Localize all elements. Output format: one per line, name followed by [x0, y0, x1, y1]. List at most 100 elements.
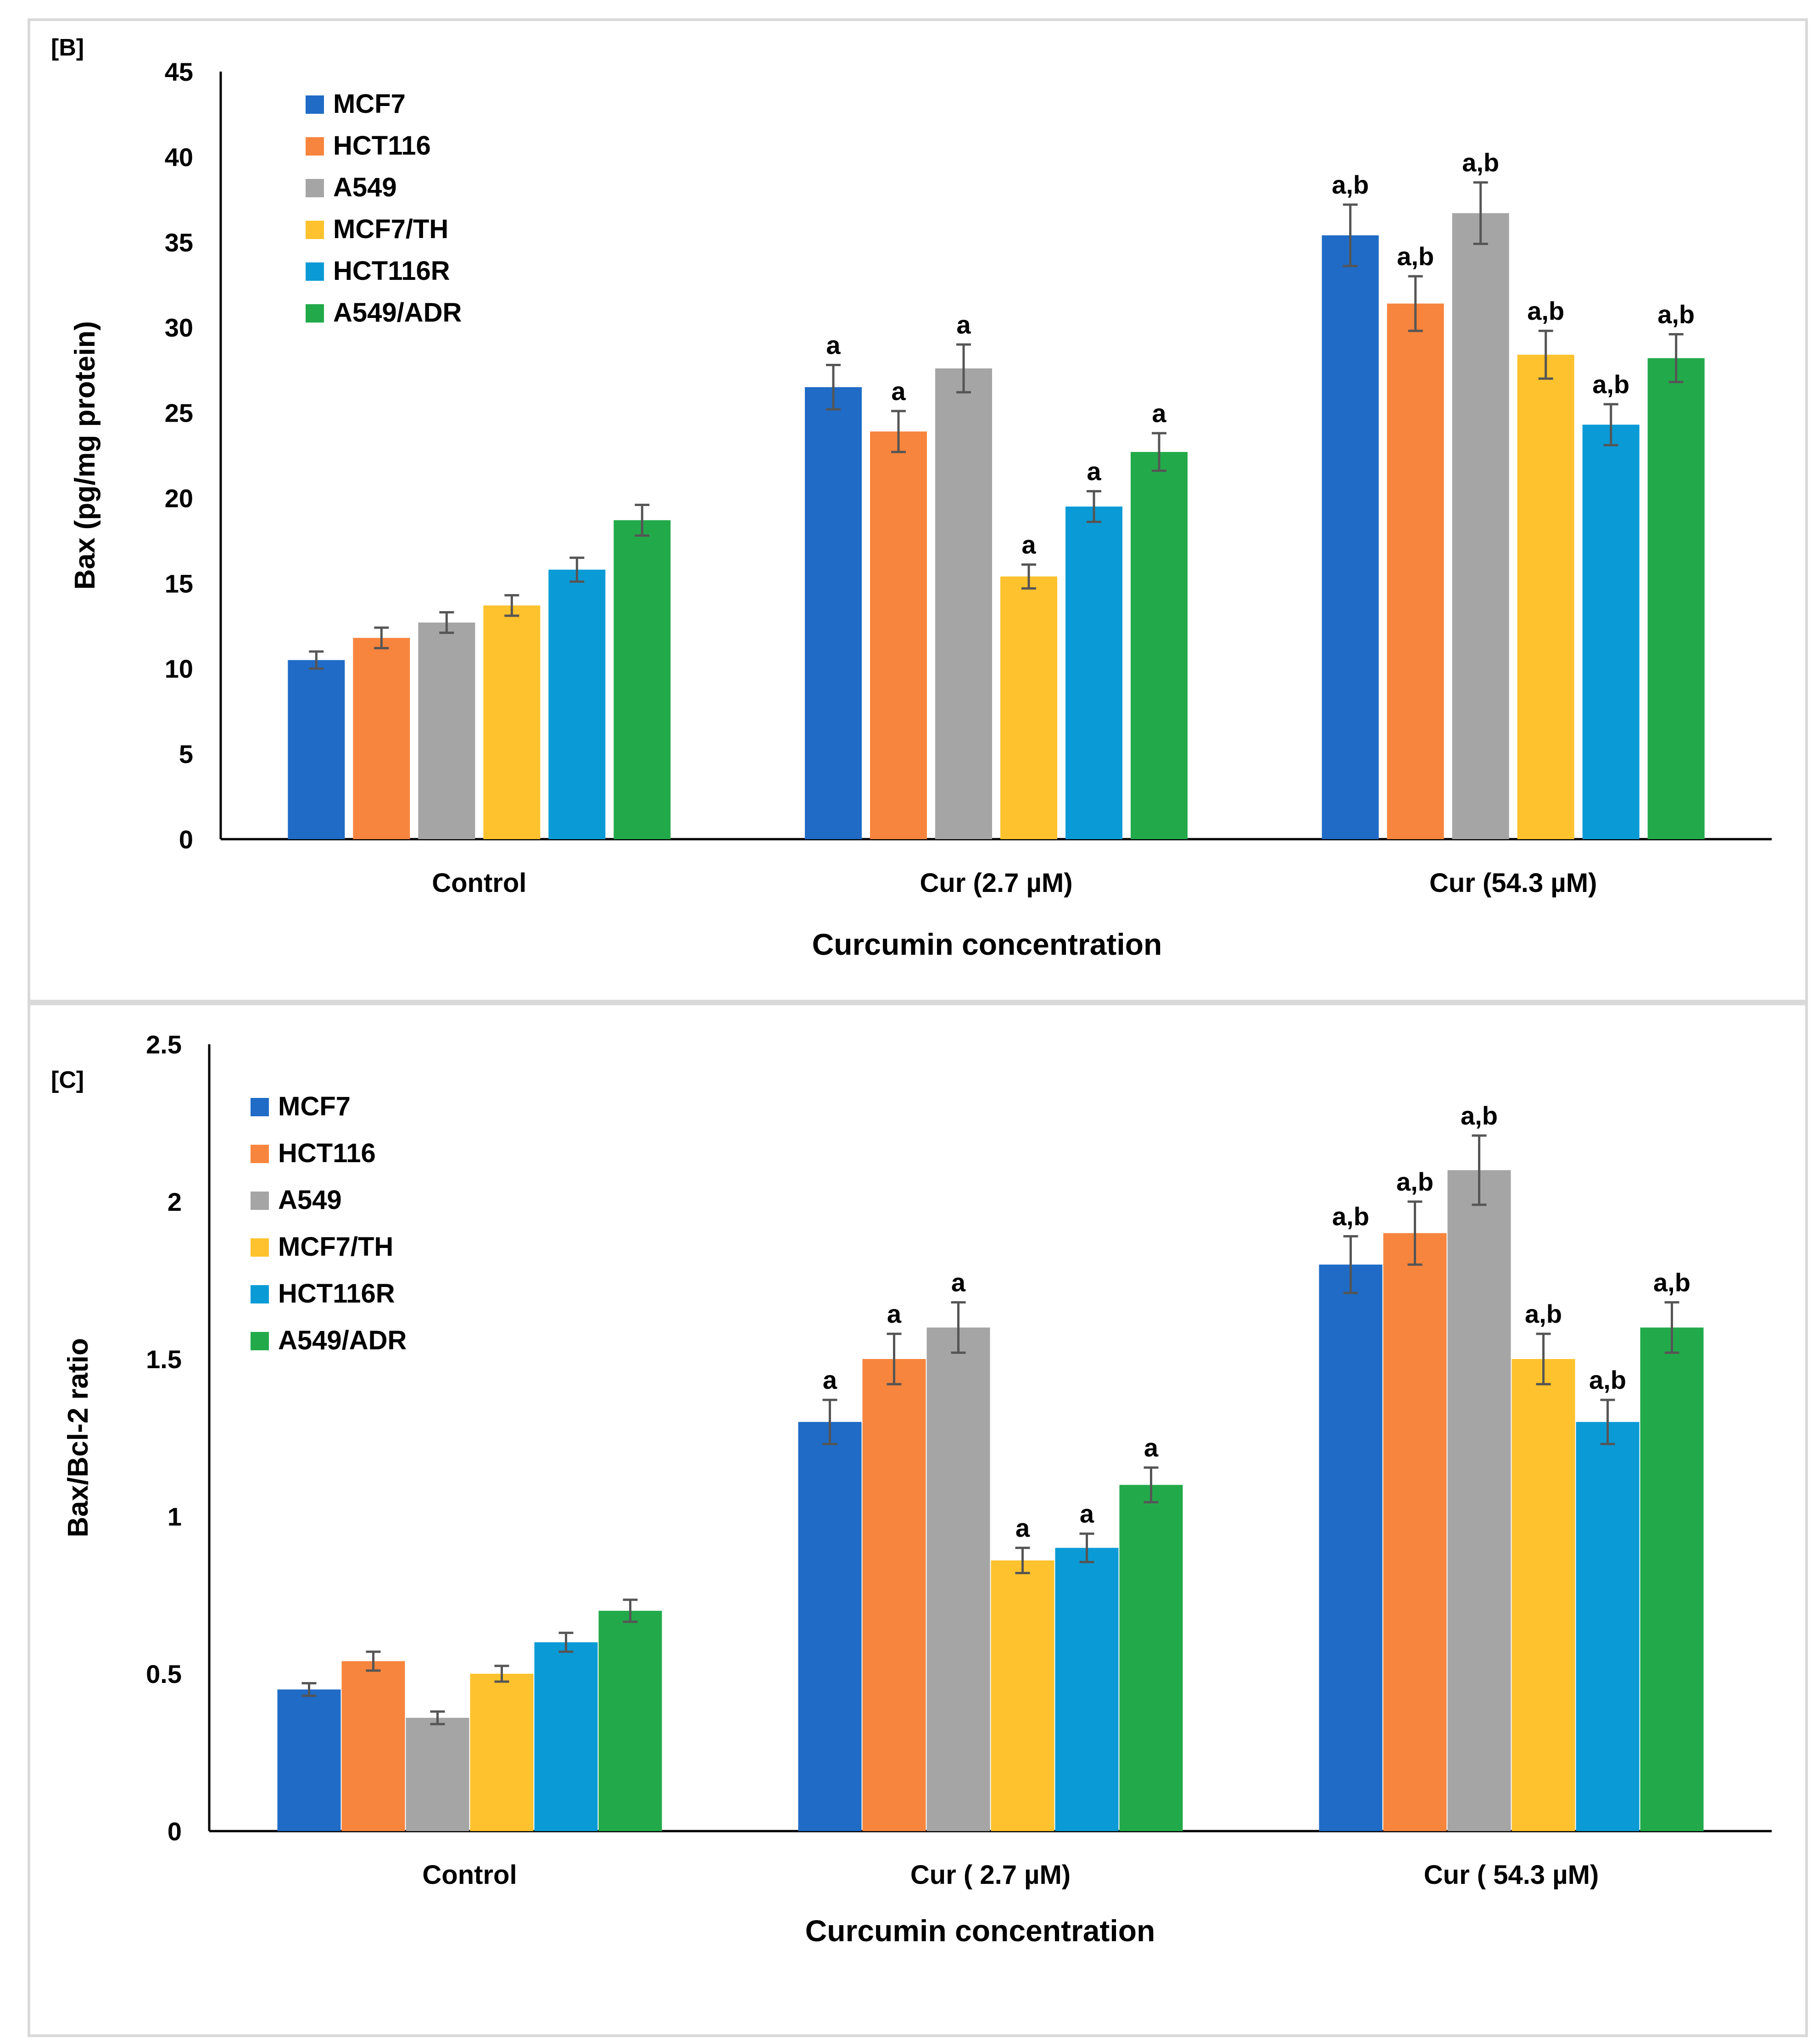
chart-b-legend-swatch	[306, 304, 324, 323]
chart-b-legend-swatch	[306, 95, 324, 114]
chart-c-significance-label: a,b	[1653, 1268, 1690, 1297]
chart-b-bar	[1000, 576, 1057, 839]
chart-b-bar	[614, 520, 671, 839]
chart-c-bar	[1447, 1170, 1511, 1831]
chart-c-significance-label: a,b	[1461, 1101, 1498, 1130]
chart-b-svg: [B] 0 5 10 15 20 25 30 35 40 45 Bax (pg/mg protein)…	[51, 34, 1772, 961]
chart-c-bar	[1640, 1327, 1704, 1831]
chart-b-legend-label: A549/ADR	[333, 298, 462, 328]
chart-c-significance-label: a	[1015, 1514, 1030, 1543]
chart-c-bar	[534, 1642, 598, 1831]
chart-c-significance-label: a	[1144, 1433, 1159, 1462]
chart-b-bar	[870, 431, 927, 839]
chart-c-x-tick-label: Cur ( 2.7 µM)	[910, 1860, 1071, 1890]
chart-b-bar	[1452, 213, 1509, 839]
chart-c-significance-label: a	[823, 1365, 837, 1394]
chart-c-legend-swatch	[251, 1238, 269, 1257]
chart-c-significance-label: a,b	[1396, 1167, 1434, 1196]
chart-b-x-tick-label: Cur (2.7 µM)	[920, 868, 1072, 898]
chart-c-x-tick-label: Control	[422, 1860, 517, 1890]
chart-c-y-tick-label: 1	[167, 1502, 182, 1531]
chart-b-significance-label: a	[1152, 399, 1166, 428]
chart-b-legend-label: HCT116R	[333, 256, 450, 286]
chart-c-legend-swatch	[251, 1285, 269, 1303]
chart-b-significance-label: a,b	[1462, 148, 1499, 177]
chart-b-bar	[935, 368, 992, 839]
chart-b-legend-swatch	[306, 137, 324, 156]
chart-b-legend-swatch	[306, 221, 324, 239]
chart-c-significance-label: a	[1080, 1499, 1094, 1528]
chart-b-bar	[288, 660, 345, 839]
chart-c-bar	[1055, 1548, 1119, 1831]
chart-c-bar	[1383, 1233, 1447, 1831]
chart-b-y-tick-label: 15	[165, 569, 193, 598]
chart-c-y-tick-label: 2	[167, 1187, 182, 1216]
chart-b-bar	[1647, 358, 1705, 839]
chart-b-bar	[418, 622, 475, 839]
chart-c-y-axis-label: Bax/Bcl-2 ratio	[62, 1338, 94, 1537]
chart-b-significance-label: a	[956, 310, 971, 339]
chart-c-legend-label: MCF7	[278, 1092, 351, 1121]
chart-b-bar	[483, 605, 541, 839]
chart-c-legend-swatch	[251, 1332, 269, 1350]
chart-c-legend-swatch	[251, 1145, 269, 1163]
chart-c-bar	[277, 1689, 341, 1831]
chart-c-x-axis-label: Curcumin concentration	[805, 1914, 1155, 1948]
chart-b-bar	[1582, 424, 1640, 839]
chart-c-significance-label: a,b	[1589, 1365, 1626, 1394]
chart-c-bar	[1512, 1359, 1575, 1831]
chart-c-bar	[926, 1327, 990, 1831]
chart-c-panel-label: [C]	[51, 1067, 84, 1093]
chart-b-significance-label: a	[826, 330, 841, 359]
chart-c-legend-label: A549/ADR	[278, 1326, 407, 1355]
chart-c-significance-label: a,b	[1332, 1202, 1369, 1231]
chart-c-bar	[1576, 1422, 1640, 1831]
chart-b-legend-swatch	[306, 179, 324, 197]
chart-c-bar	[1119, 1485, 1183, 1831]
chart-b-bar	[805, 387, 862, 839]
chart-b-bar	[353, 638, 410, 839]
chart-b-y-tick-label: 30	[165, 313, 193, 342]
chart-b-bar	[1517, 355, 1574, 839]
chart-b-y-tick-label: 0	[179, 825, 193, 854]
chart-b-significance-label: a	[1087, 457, 1101, 486]
chart-c-legend-label: HCT116	[278, 1138, 376, 1168]
chart-b-y-tick-label: 5	[179, 740, 193, 769]
chart-b-legend-swatch	[306, 262, 324, 281]
chart-c-bar	[1319, 1264, 1383, 1831]
chart-c-bar	[598, 1610, 662, 1831]
chart-b-y-tick-label: 45	[165, 57, 193, 86]
chart-b-y-tick-label: 10	[165, 654, 193, 683]
chart-c-y-tick-label: 0.5	[146, 1660, 182, 1688]
chart-b-bar	[1065, 507, 1122, 839]
chart-panel-b: [B] 0 5 10 15 20 25 30 35 40 45 Bax (pg/mg protein)…	[28, 18, 1808, 1003]
chart-b-x-axis-label: Curcumin concentration	[812, 927, 1162, 961]
chart-c-bar	[991, 1560, 1054, 1831]
chart-c-legend-swatch	[251, 1192, 269, 1210]
chart-b-y-tick-label: 25	[165, 399, 193, 428]
chart-b-significance-label: a	[1021, 530, 1036, 559]
chart-c-legend-label: HCT116R	[278, 1279, 395, 1309]
chart-c-significance-label: a	[887, 1299, 902, 1328]
chart-b-significance-label: a,b	[1527, 296, 1564, 325]
chart-c-bar	[341, 1661, 405, 1831]
chart-b-significance-label: a,b	[1657, 300, 1695, 329]
chart-c-legend-label: MCF7/TH	[278, 1232, 393, 1262]
chart-b-y-axis-label: Bax (pg/mg protein)	[69, 321, 101, 590]
chart-c-significance-label: a,b	[1525, 1299, 1562, 1328]
chart-b-legend-label: MCF7	[333, 89, 406, 119]
chart-b-legend-label: A549	[333, 173, 397, 202]
chart-b-bar	[1131, 452, 1188, 839]
chart-b-x-tick-label: Control	[432, 868, 526, 898]
chart-c-y-tick-label: 1.5	[146, 1345, 182, 1374]
chart-c-x-tick-label: Cur ( 54.3 µM)	[1424, 1860, 1599, 1890]
chart-b-significance-label: a	[891, 377, 906, 406]
chart-b-bar	[1322, 235, 1379, 839]
chart-b-y-tick-label: 35	[165, 228, 193, 257]
chart-c-bar	[862, 1359, 926, 1831]
chart-c-bar	[470, 1674, 534, 1831]
chart-c-bar	[798, 1422, 862, 1831]
chart-c-legend-swatch	[251, 1098, 269, 1116]
chart-c-significance-label: a	[951, 1268, 966, 1297]
chart-b-significance-label: a,b	[1332, 170, 1369, 199]
